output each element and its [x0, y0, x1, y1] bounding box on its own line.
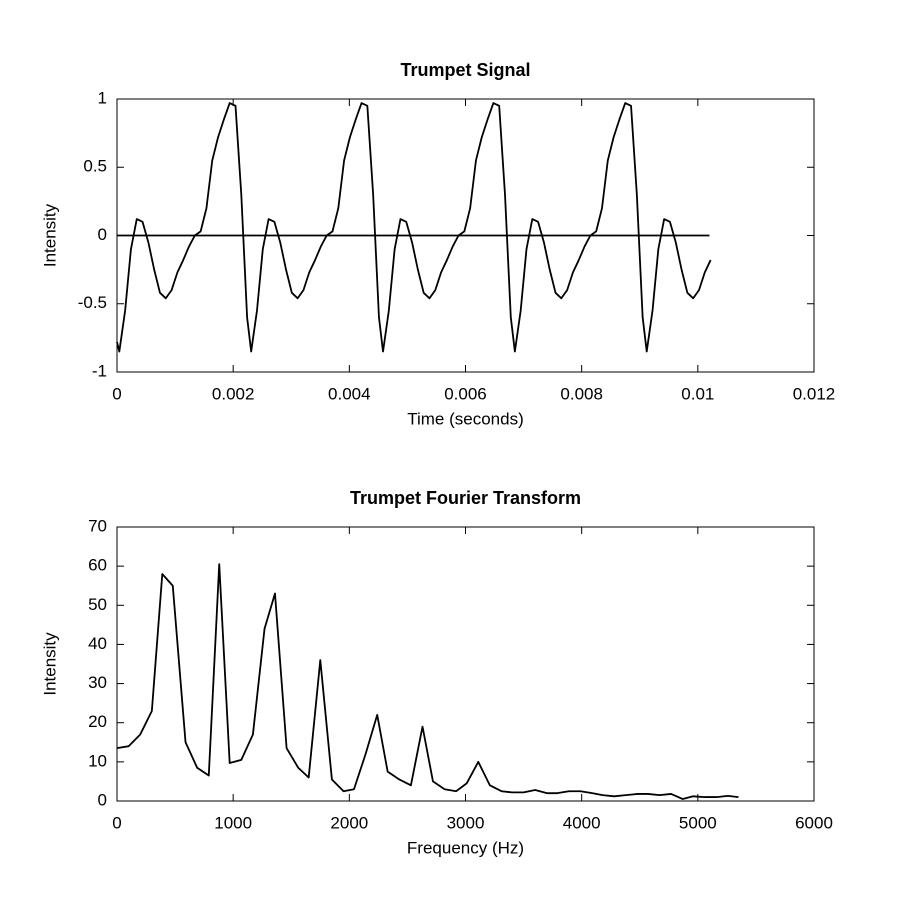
y-tick-label: -1 — [92, 361, 107, 380]
x-tick-label: 0.002 — [212, 384, 255, 403]
x-axis-label: Time (seconds) — [407, 409, 524, 428]
y-tick-label: 30 — [88, 673, 107, 692]
y-tick-label: 50 — [88, 595, 107, 614]
y-tick-label: 0 — [98, 225, 107, 244]
x-tick-label: 0.01 — [681, 384, 714, 403]
x-tick-label: 6000 — [795, 813, 833, 832]
chart-title: Trumpet Fourier Transform — [350, 488, 581, 508]
x-axis-label: Frequency (Hz) — [407, 838, 524, 857]
y-tick-label: 60 — [88, 556, 107, 575]
x-tick-label: 0.006 — [444, 384, 487, 403]
y-tick-label: 40 — [88, 634, 107, 653]
axes-box — [116, 526, 815, 802]
y-tick-label: -0.5 — [78, 293, 107, 312]
y-axis-label: Intensity — [40, 632, 59, 696]
chart-title: Trumpet Signal — [400, 60, 530, 80]
x-tick-label: 0 — [112, 813, 121, 832]
x-tick-label: 0 — [112, 384, 121, 403]
x-tick-label: 2000 — [330, 813, 368, 832]
y-axis-label: Intensity — [40, 203, 59, 267]
x-tick-label: 0.008 — [560, 384, 603, 403]
y-tick-label: 0 — [98, 790, 107, 809]
x-tick-label: 5000 — [679, 813, 717, 832]
y-tick-label: 10 — [88, 751, 107, 770]
y-tick-label: 20 — [88, 712, 107, 731]
x-tick-label: 1000 — [214, 813, 252, 832]
y-tick-label: 1 — [98, 88, 107, 107]
x-tick-label: 0.004 — [328, 384, 371, 403]
x-tick-label: 3000 — [447, 813, 485, 832]
x-tick-label: 0.012 — [793, 384, 836, 403]
y-tick-label: 70 — [88, 516, 107, 535]
line — [116, 563, 739, 800]
x-tick-label: 4000 — [563, 813, 601, 832]
y-tick-label: 0.5 — [83, 157, 107, 176]
line — [116, 102, 712, 353]
